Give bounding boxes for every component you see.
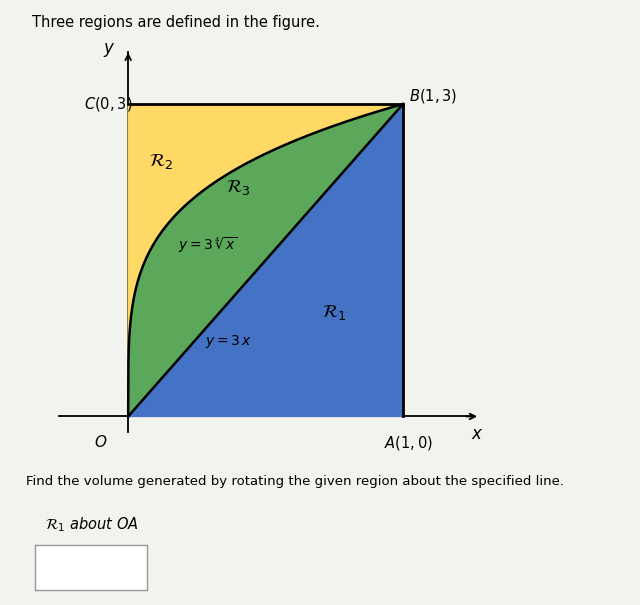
Text: $\mathcal{R}_1$: $\mathcal{R}_1$: [322, 303, 346, 322]
Text: $y = 3\,\sqrt[4]{x}$: $y = 3\,\sqrt[4]{x}$: [178, 235, 237, 255]
Text: $B(1,3)$: $B(1,3)$: [408, 87, 457, 105]
Text: $C(0,3)$: $C(0,3)$: [84, 95, 132, 113]
Text: Find the volume generated by rotating the given region about the specified line.: Find the volume generated by rotating th…: [26, 475, 564, 488]
Text: $x$: $x$: [471, 425, 483, 443]
Polygon shape: [128, 104, 403, 416]
Text: $\mathcal{R}_3$: $\mathcal{R}_3$: [226, 178, 250, 197]
Text: $y = 3\,x$: $y = 3\,x$: [205, 333, 252, 350]
Text: $\mathcal{R}_1$ about $OA$: $\mathcal{R}_1$ about $OA$: [45, 515, 138, 534]
Polygon shape: [128, 104, 403, 416]
Text: $y$: $y$: [102, 41, 115, 59]
Text: $O$: $O$: [94, 434, 108, 450]
Text: Three regions are defined in the figure.: Three regions are defined in the figure.: [32, 15, 320, 30]
Text: $A(1,0)$: $A(1,0)$: [384, 434, 433, 452]
Polygon shape: [128, 104, 403, 416]
Text: $\mathcal{R}_2$: $\mathcal{R}_2$: [149, 152, 173, 171]
